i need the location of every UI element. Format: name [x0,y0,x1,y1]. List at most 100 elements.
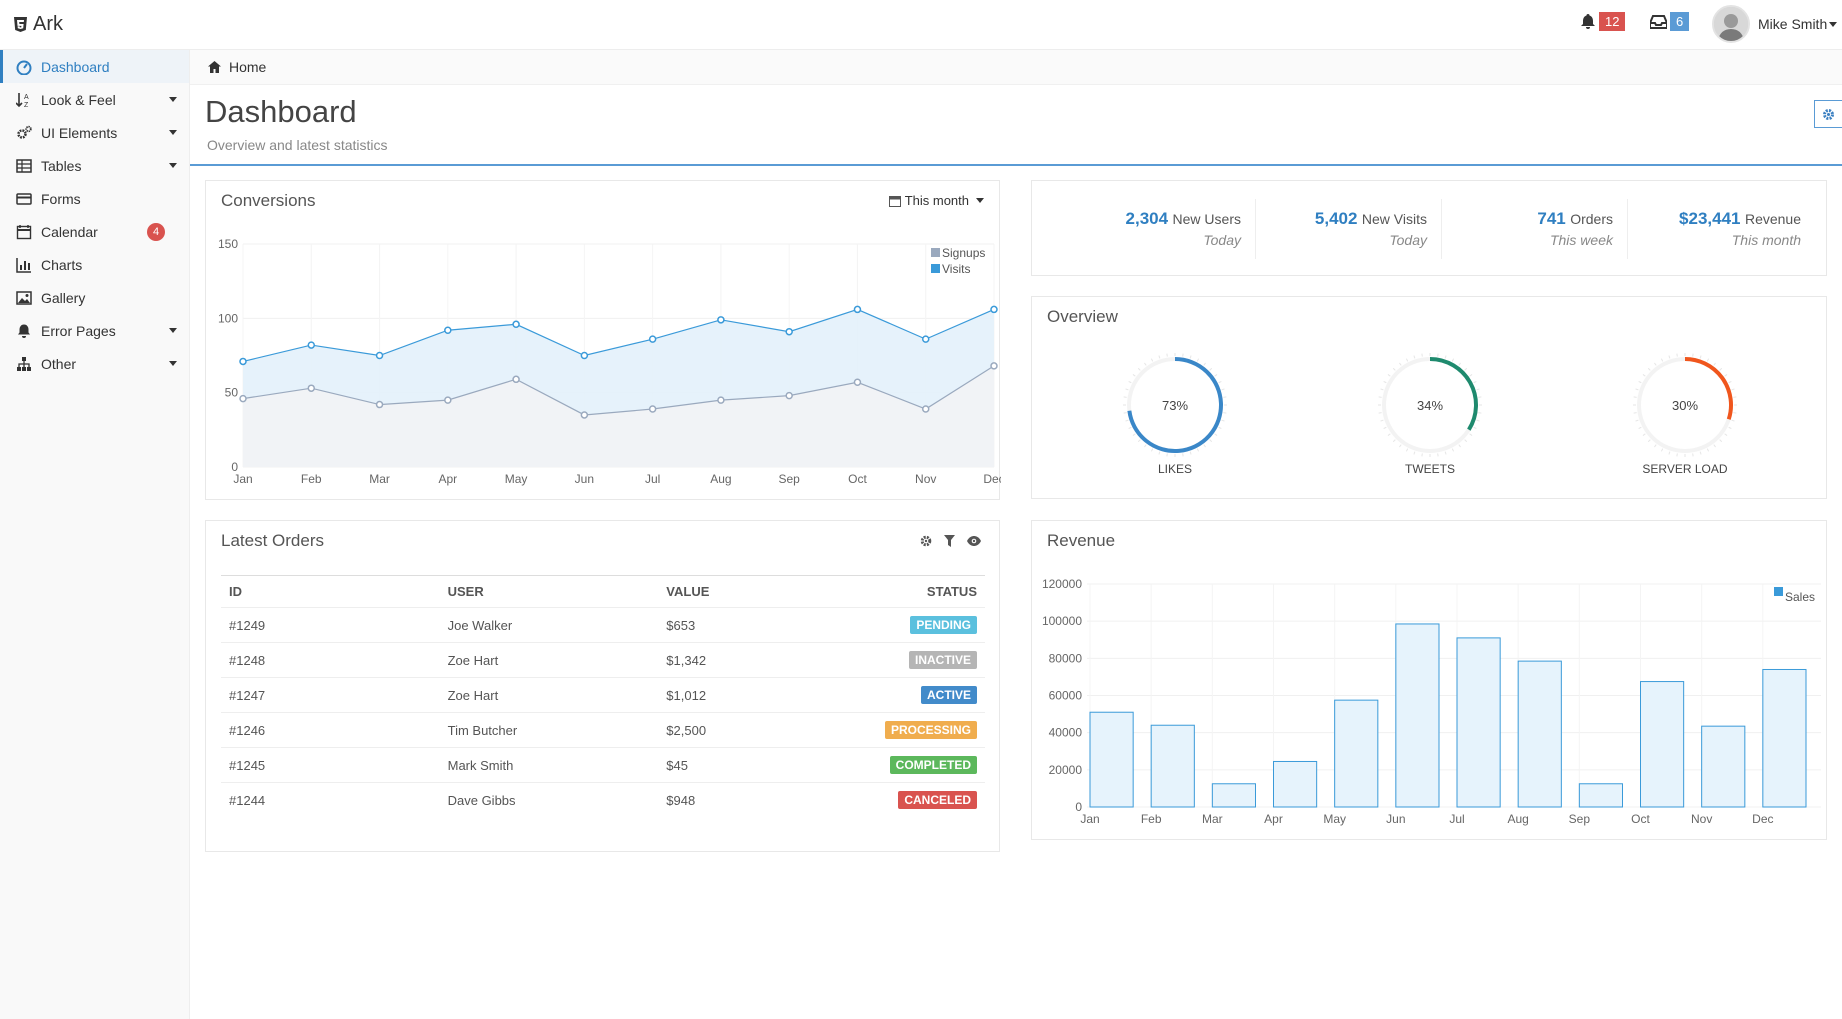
gauge-tick [1458,444,1461,448]
sidebar-item-ui-elements[interactable]: UI Elements [0,116,189,149]
data-point [717,316,725,324]
gauge-tick [1476,419,1480,422]
gauge-label: TWEETS [1405,462,1455,476]
sidebar-item-label: UI Elements [41,124,118,141]
data-point [375,400,384,409]
gauge-tick [1473,426,1477,430]
brand[interactable]: Ark [14,13,63,36]
series-line-signups [242,365,995,416]
settings-button[interactable] [1814,100,1842,128]
gauge-tick [1218,380,1222,384]
column-header-user[interactable]: USER [439,575,659,608]
gauge-tick [1451,358,1455,362]
order-value: $1,342 [658,642,877,678]
data-point [990,305,998,314]
gauge-tick [1668,451,1671,455]
stat-value: 2,304 [1125,209,1169,228]
sidebar-item-label: Error Pages [41,322,116,339]
table-row[interactable]: #1247 Zoe Hart $1,012 ACTIVE [221,677,985,713]
gauge-tick [1647,439,1651,443]
sidebar-item-label: Forms [41,190,81,207]
gauge-tick [1203,362,1206,366]
sidebar-item-look-feel[interactable]: A Z Look & Feel [0,83,189,116]
overview-gauges: 73% LIKES 34% TWEETS 30% SERVER LOAD [1123,353,1737,476]
sidebar-item-other[interactable]: Other [0,347,189,380]
gauge-tick [1642,433,1646,436]
gauge-tick [1469,374,1473,377]
order-value: $45 [658,747,877,783]
sidebar-item-forms[interactable]: Forms [0,182,189,215]
breadcrumb: Home [190,50,1842,85]
sidebar-item-calendar[interactable]: Calendar 4 [0,215,189,248]
sidebar-item-tables[interactable]: Tables [0,149,189,182]
sidebar-item-error-pages[interactable]: Error Pages [0,314,189,347]
column-header-status[interactable]: STATUS [876,575,985,608]
gauge-tick [1218,426,1222,430]
gauge-tick [1654,444,1657,448]
status-badge: PROCESSING [884,721,977,739]
breadcrumb-home[interactable]: Home [229,59,267,75]
sidebar-item-gallery[interactable]: Gallery [0,281,189,314]
column-header-id[interactable]: ID [221,575,440,608]
table-row[interactable]: #1244 Dave Gibbs $948 CANCELED [221,782,985,818]
chevron-down-icon [169,328,177,333]
y-tick-label: 60000 [1049,689,1083,703]
sidebar-item-dashboard[interactable]: Dashboard [0,50,189,83]
table-row[interactable]: #1248 Zoe Hart $1,342 INACTIVE [221,642,985,678]
gauge-tick [1444,451,1447,455]
user-menu[interactable]: Mike Smith [1712,5,1838,43]
order-id: #1249 [221,607,440,643]
bar [1456,637,1501,808]
chevron-down-icon [169,163,177,168]
gauge-label: LIKES [1158,462,1192,476]
gear-icon[interactable] [920,535,932,547]
order-value: $653 [658,607,877,643]
gauge-tick [1392,367,1396,371]
bell-icon [16,323,32,339]
gauge-tick [1458,362,1461,366]
column-header-value[interactable]: VALUE [658,575,877,608]
sidebar-item-label: Calendar [41,223,98,240]
chevron-down-icon [169,361,177,366]
order-user: Zoe Hart [439,677,659,713]
filter-icon[interactable] [944,535,955,547]
x-tick-label: Apr [1264,812,1283,826]
gauge-tick [1719,439,1723,443]
gauge-tick [1214,433,1218,436]
sidebar-item-charts[interactable]: Charts [0,248,189,281]
gauge-tick [1464,367,1468,371]
x-tick-label: Jun [575,472,594,486]
user-name: Mike Smith [1758,16,1828,32]
gauge-tick [1392,439,1396,443]
stat-label: New Visits [1361,211,1427,227]
gauge-tick [1699,355,1702,359]
order-status: COMPLETED [876,747,985,783]
sidebar: Dashboard A Z Look & Feel UI Elements Tables F… [0,50,190,1019]
title-divider [190,164,1842,166]
y-tick-label: 120000 [1042,577,1082,591]
table-row[interactable]: #1249 Joe Walker $653 PENDING [221,607,985,643]
x-tick-label: Aug [710,472,731,486]
table-row[interactable]: #1245 Mark Smith $45 COMPLETED [221,747,985,783]
gauge-arc [1684,357,1733,420]
range-dropdown[interactable]: This month [888,193,984,208]
bar [1150,724,1195,808]
x-tick-label: Feb [301,472,322,486]
gauge-tick [1128,426,1132,430]
inbox-button[interactable]: 6 [1650,12,1690,31]
gauge-tick [1405,358,1409,362]
gauge-tick [1128,380,1132,384]
table-row[interactable]: #1246 Tim Butcher $2,500 PROCESSING [221,712,985,748]
gauge-tick [1383,426,1387,430]
stat-orders: 741 Orders This week [1443,209,1613,248]
y-tick-label: 0 [231,460,238,474]
gauge-tick [1728,426,1732,430]
gauge-tick [1469,433,1473,436]
notifications-button[interactable]: 12 [1580,12,1626,31]
table-header-row: ID USER VALUE STATUS [221,575,985,608]
x-tick-label: Oct [848,472,867,486]
eye-icon[interactable] [967,536,981,546]
stat-value: 5,402 [1314,209,1358,228]
bar [1273,760,1318,808]
order-value: $2,500 [658,712,877,748]
